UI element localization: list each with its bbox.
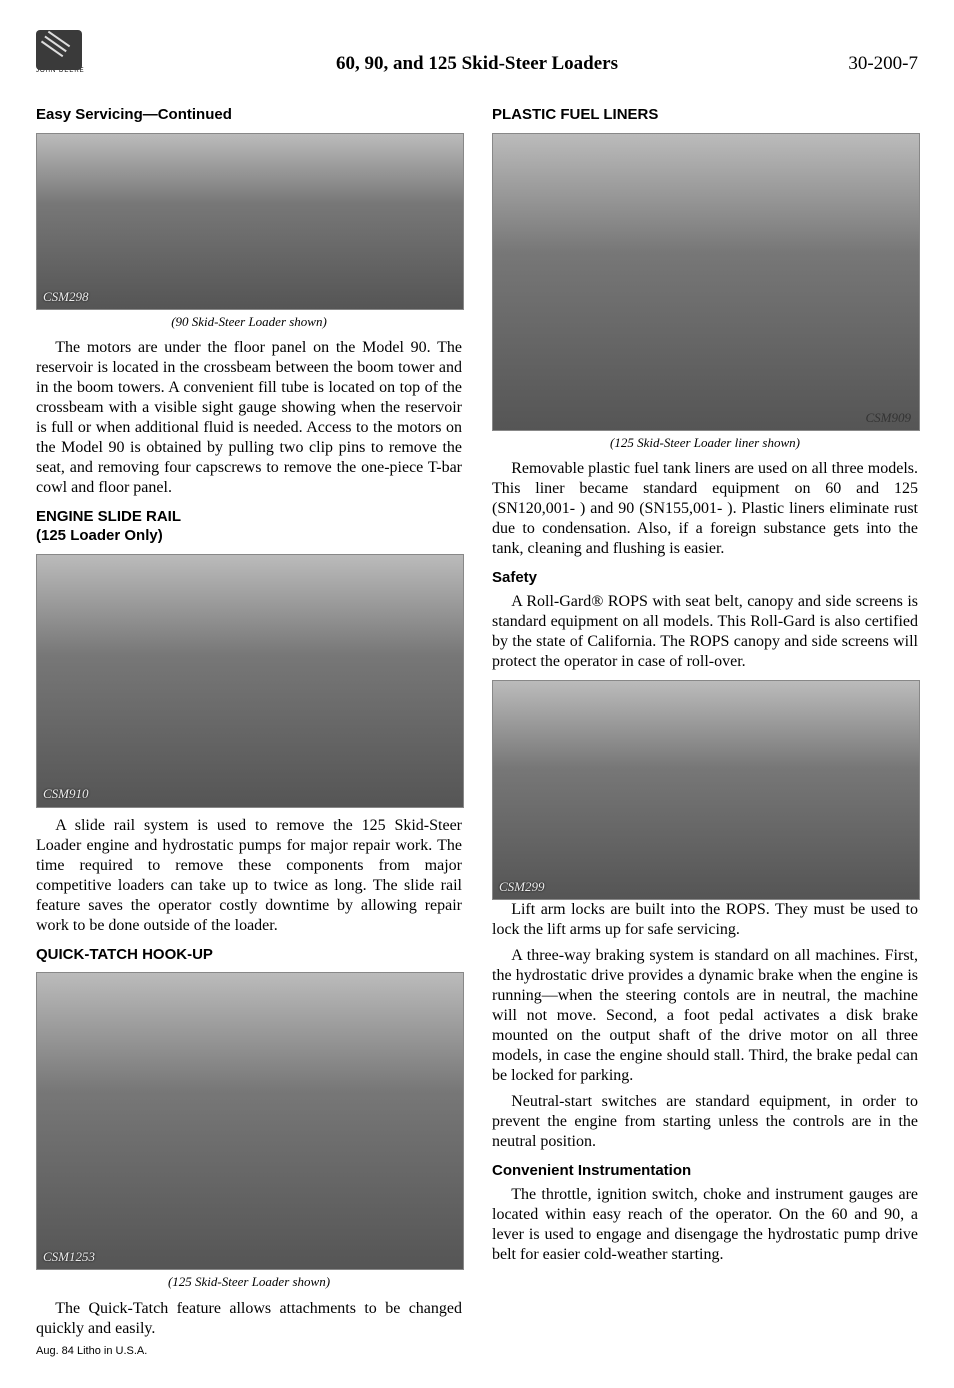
para-braking: A three-way braking system is standard o… [492,946,918,1086]
figure-fuel-liner: CSM909 [492,133,920,431]
para-lift-arm-locks: Lift arm locks are built into the ROPS. … [492,900,918,940]
right-column: PLASTIC FUEL LINERS CSM909 (125 Skid-Ste… [492,96,918,1358]
page-header: JOHN DEERE 60, 90, and 125 Skid-Steer Lo… [36,30,918,90]
figure-tag: CSM299 [499,879,545,895]
figure-tag: CSM910 [43,786,89,802]
para-instrumentation: The throttle, ignition switch, choke and… [492,1185,918,1265]
para-neutral-start: Neutral-start switches are standard equi… [492,1092,918,1152]
para-rops: A Roll-Gard® ROPS with seat belt, canopy… [492,592,918,672]
subheading-125-only: (125 Loader Only) [36,527,462,546]
figure-90-loader: CSM298 [36,133,464,310]
page: JOHN DEERE 60, 90, and 125 Skid-Steer Lo… [0,0,954,1388]
para-slide-rail: A slide rail system is used to remove th… [36,816,462,936]
two-column-layout: Easy Servicing—Continued CSM298 (90 Skid… [36,96,918,1358]
figure-quick-tatch: CSM1253 [36,972,464,1270]
heading-instrumentation: Convenient Instrumentation [492,1162,918,1181]
heading-quick-tatch: QUICK-TATCH HOOK-UP [36,946,462,965]
heading-easy-servicing: Easy Servicing—Continued [36,106,462,125]
figure-tag: CSM298 [43,289,89,305]
heading-safety: Safety [492,569,918,588]
caption-fuel-liner: (125 Skid-Steer Loader liner shown) [492,435,918,451]
heading-fuel-liners: PLASTIC FUEL LINERS [492,106,918,125]
figure-tag: CSM909 [866,410,912,426]
figure-tag: CSM1253 [43,1249,95,1265]
para-motors: The motors are under the floor panel on … [36,338,462,498]
caption-90-loader: (90 Skid-Steer Loader shown) [36,314,462,330]
page-title: 60, 90, and 125 Skid-Steer Loaders [36,52,918,76]
caption-quick-tatch: (125 Skid-Steer Loader shown) [36,1274,462,1290]
heading-engine-slide-rail: ENGINE SLIDE RAIL [36,508,462,527]
para-fuel-liners: Removable plastic fuel tank liners are u… [492,459,918,559]
figure-rops: CSM299 [492,680,920,900]
figure-slide-rail: CSM910 [36,554,464,808]
page-number: 30-200-7 [848,52,918,76]
left-column: Easy Servicing—Continued CSM298 (90 Skid… [36,96,462,1358]
footer-litho: Aug. 84 Litho in U.S.A. [36,1345,462,1359]
para-quick-tatch: The Quick-Tatch feature allows attachmen… [36,1299,462,1339]
